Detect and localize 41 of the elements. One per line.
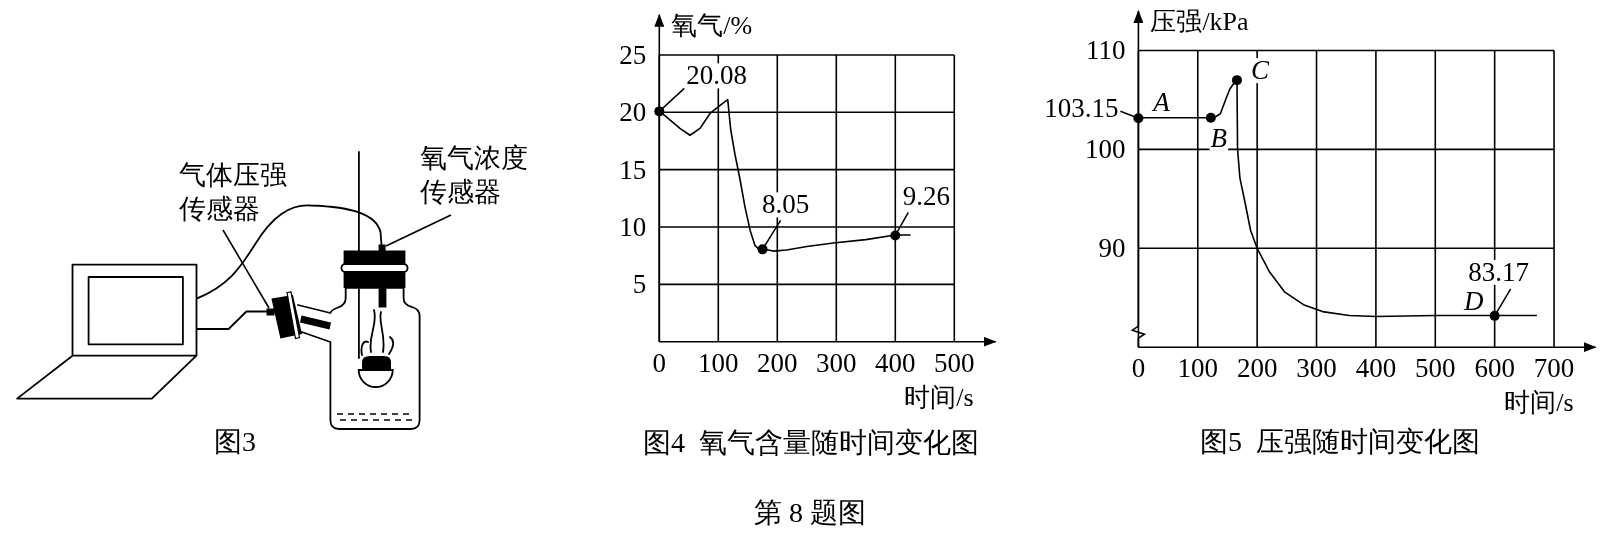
x-tick-label: 500 [1415,353,1456,384]
x-tick-label: 0 [1131,353,1146,384]
y-tick-label: 25 [619,39,647,70]
x-tick-label: 0 [652,347,667,378]
x-tick-label: 400 [875,347,916,378]
y-tick-label: 5 [632,269,647,300]
x-axis-title: 时间/s [1504,388,1574,418]
text: 气体压强传感器 [179,160,287,224]
text: 第 8 题图 [754,497,866,528]
x-tick-label: 700 [1533,353,1575,384]
data-label: 20.08 [686,60,748,91]
annotation: D [1462,285,1484,316]
text: 图4 氧气含量随时间变化图 [643,427,979,458]
text: 图3 [214,426,256,457]
x-tick-label: 400 [1355,353,1397,384]
data-label: 103.15 [1044,93,1119,124]
text: 图5 压强随时间变化图 [1200,426,1480,457]
y-tick-label: 20 [619,97,647,128]
data-label: 9.26 [902,181,950,212]
x-tick-label: 200 [1236,353,1278,384]
x-tick-label: 200 [757,347,798,378]
x-tick-label: 100 [1177,353,1219,384]
y-axis-title: 压强/kPa [1150,6,1250,36]
x-tick-label: 100 [698,347,739,378]
y-tick-label: 90 [1098,233,1126,264]
x-axis-title: 时间/s [904,382,974,412]
x-tick-label: 300 [816,347,857,378]
y-axis-title: 氧气/% [671,10,753,40]
y-tick-label: 10 [619,212,647,242]
annotation: B [1210,122,1228,153]
data-label: 83.17 [1468,256,1530,287]
data-label: 8.05 [761,189,810,220]
annotation: A [1151,87,1171,118]
y-tick-label: 100 [1084,134,1126,165]
x-tick-label: 500 [934,347,975,378]
y-tick-label: 15 [619,154,647,185]
annotation: C [1250,55,1270,86]
x-tick-label: 300 [1296,353,1337,384]
y-tick-label: 110 [1085,35,1126,66]
x-tick-label: 600 [1474,353,1515,384]
text: 氧气浓度传感器 [420,143,528,207]
